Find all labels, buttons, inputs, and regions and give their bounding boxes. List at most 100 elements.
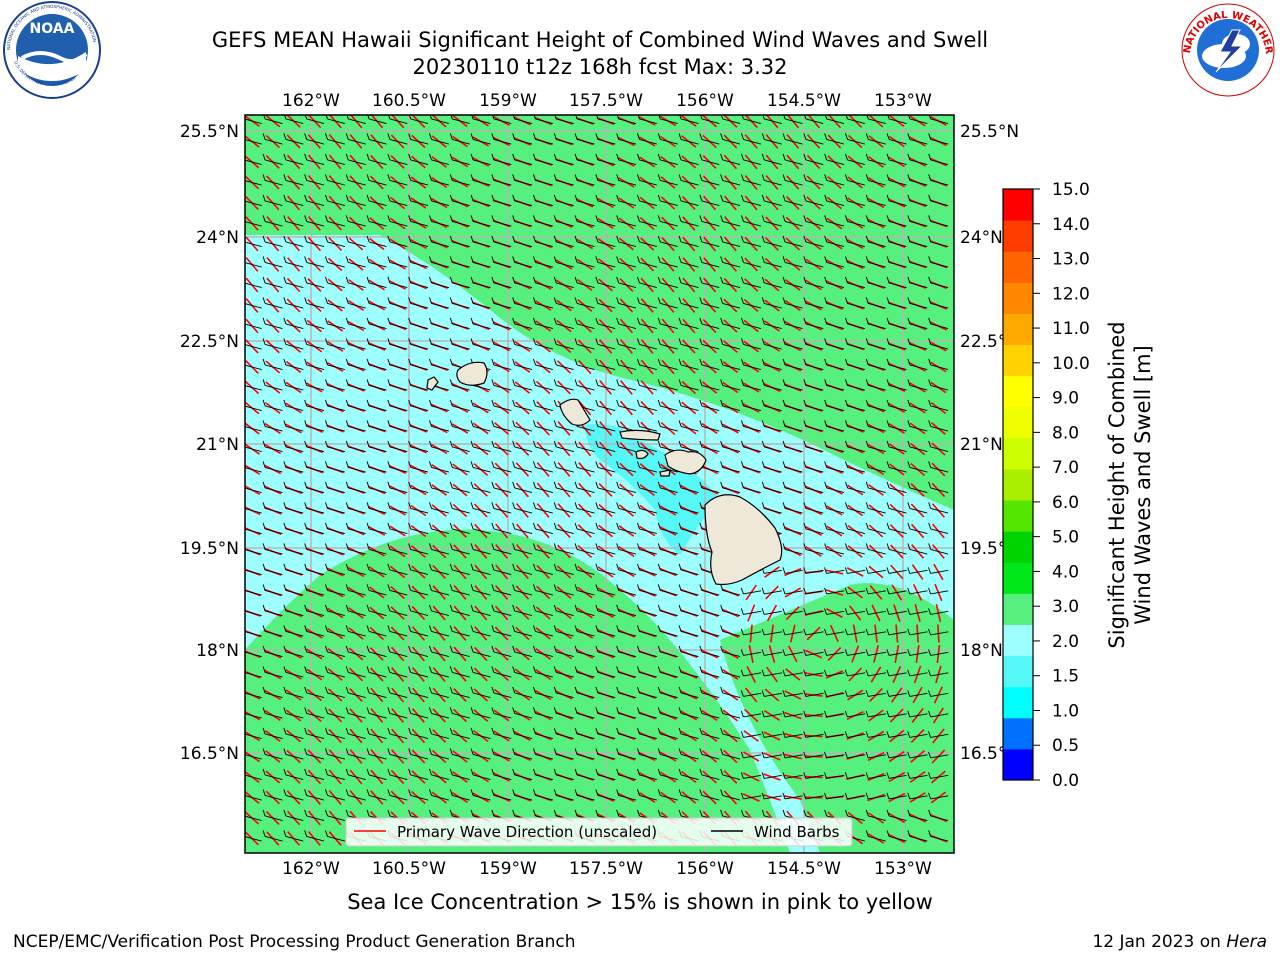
- wind-barb: [470, 153, 491, 166]
- wind-barb: [345, 768, 366, 781]
- lon-label: 157.5°W: [569, 91, 643, 111]
- wind-barb: [574, 358, 595, 371]
- wind-barb: [553, 604, 574, 617]
- wind-barb: [449, 297, 470, 309]
- wind-barb: [512, 604, 533, 617]
- wind-barb: [616, 502, 637, 514]
- wind-barb: [283, 133, 304, 145]
- wind-barb: [595, 686, 616, 699]
- wind-barb: [262, 338, 283, 350]
- map-legend: Primary Wave Direction (unscaled) Wind B…: [345, 817, 853, 847]
- wind-barb: [512, 707, 533, 719]
- wind-barb: [782, 502, 803, 514]
- wind-barb: [803, 669, 824, 677]
- wind-barb: [533, 399, 553, 412]
- wind-barb: [740, 710, 762, 718]
- wind-barb: [283, 522, 304, 535]
- wind-barb: [595, 338, 616, 350]
- wind-barb: [761, 772, 782, 779]
- wind-barb: [720, 358, 741, 371]
- wind-barb: [657, 748, 678, 760]
- wind-barb: [533, 235, 553, 248]
- wind-barb: [761, 690, 782, 697]
- wind-barb: [366, 338, 387, 350]
- wind-barb: [886, 174, 907, 186]
- wind-barb: [325, 276, 345, 289]
- wind-barb: [886, 669, 907, 677]
- wind-barb: [595, 748, 616, 760]
- wind-barb: [387, 256, 408, 268]
- wind-barb: [429, 115, 449, 125]
- wind-barb: [637, 133, 657, 145]
- wind-barb: [824, 174, 845, 186]
- wind-barb: [512, 338, 533, 350]
- wind-barb: [907, 440, 928, 453]
- wind-barb: [782, 276, 803, 289]
- wind-barb: [470, 235, 491, 248]
- wind-barb: [637, 481, 657, 494]
- wind-barb: [907, 133, 928, 145]
- wind-barb: [699, 768, 720, 781]
- wind-barb: [574, 256, 595, 268]
- wind-barb: [678, 256, 699, 268]
- wind-barb: [512, 563, 533, 576]
- wind-barb: [844, 608, 866, 615]
- wind-barb: [740, 792, 762, 800]
- wind-barb: [657, 604, 678, 617]
- island-maui: [664, 449, 707, 475]
- wind-barb: [907, 690, 928, 697]
- wind-barb: [803, 194, 824, 207]
- wind-barb: [553, 461, 574, 473]
- wind-barb: [824, 338, 845, 350]
- wind-barb: [845, 133, 865, 145]
- wind-barb: [886, 522, 907, 535]
- wind-barb: [761, 358, 782, 371]
- wind-barb: [595, 666, 616, 678]
- wind-barb: [865, 379, 886, 391]
- wind-barb: [699, 707, 720, 719]
- wind-barb: [845, 276, 865, 289]
- wind-barb: [637, 379, 657, 391]
- wind-barb: [387, 235, 408, 248]
- wind-barb: [907, 358, 928, 371]
- wind-barb: [325, 645, 345, 658]
- wind-barb: [886, 543, 907, 555]
- wind-barb: [325, 604, 345, 617]
- wind-barb: [928, 174, 949, 186]
- colorbar-tick-label: 5.0: [1052, 528, 1079, 548]
- wind-barb: [429, 748, 449, 760]
- wind-barb: [345, 604, 366, 617]
- wind-barb: [262, 768, 283, 781]
- wind-barb: [304, 768, 325, 781]
- wind-barb: [741, 235, 761, 248]
- wind-barb: [865, 399, 886, 412]
- colorbar-tick-label: 12.0: [1052, 284, 1090, 304]
- wind-barb: [408, 584, 429, 596]
- wind-barb: [345, 686, 366, 699]
- wind-barb: [844, 751, 866, 759]
- wind-barb: [699, 153, 720, 166]
- colorbar-swatch: [1003, 748, 1033, 781]
- wind-barb: [325, 768, 345, 781]
- wind-barb: [595, 563, 616, 576]
- wind-barb: [408, 276, 429, 289]
- colorbar-label-line2: Wind Waves and Swell [m]: [1131, 345, 1155, 625]
- wind-barb: [512, 174, 533, 186]
- wind-barb: [553, 317, 574, 330]
- wind-barb: [574, 707, 595, 719]
- wind-barb: [637, 563, 657, 576]
- wind-barb: [803, 751, 824, 759]
- wind-barb: [449, 645, 470, 658]
- wind-barb: [408, 215, 429, 227]
- wind-barb: [720, 420, 741, 432]
- wind-barb: [366, 297, 387, 309]
- colorbar-frame: [1002, 188, 1034, 781]
- wind-barb: [616, 338, 637, 350]
- wind-barb: [699, 727, 720, 740]
- wind-barb: [449, 235, 470, 248]
- wind-barb: [844, 731, 866, 738]
- wind-barb: [283, 399, 304, 412]
- wind-barb: [803, 338, 824, 350]
- wind-barb: [865, 669, 886, 677]
- wind-barb: [741, 379, 761, 391]
